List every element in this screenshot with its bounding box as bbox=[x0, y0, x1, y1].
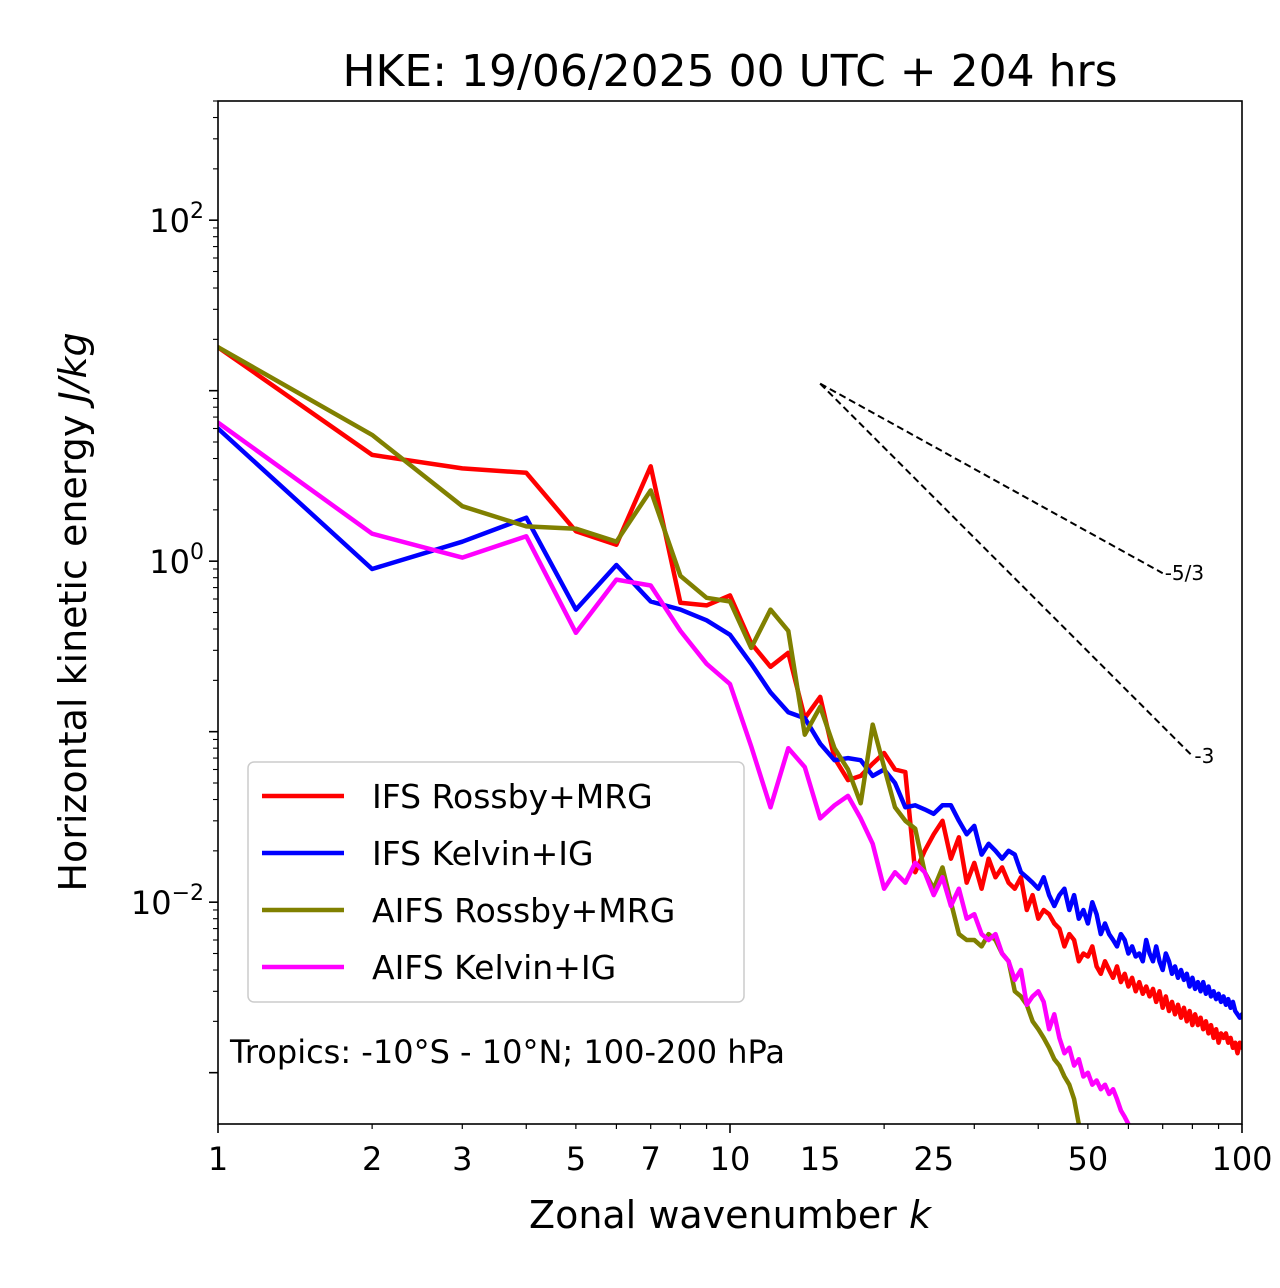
y-tick-label-base: 10 bbox=[131, 884, 172, 922]
chart-title: HKE: 19/06/2025 00 UTC + 204 hrs bbox=[342, 46, 1117, 97]
legend-label: IFS Kelvin+IG bbox=[372, 834, 594, 873]
series-line bbox=[218, 420, 1131, 1124]
y-tick-label: 10−2 bbox=[131, 881, 204, 922]
x-tick-label: 25 bbox=[913, 1140, 954, 1178]
y-tick-label-exponent: 2 bbox=[190, 199, 204, 224]
x-tick-label: 100 bbox=[1211, 1140, 1272, 1178]
region-annotation: Tropics: -10°S - 10°N; 100-200 hPa bbox=[229, 1033, 785, 1071]
x-tick-label: 5 bbox=[566, 1140, 586, 1178]
x-tick-label: 1 bbox=[208, 1140, 228, 1178]
series-lines bbox=[218, 344, 1242, 1124]
y-tick-label: 100 bbox=[149, 540, 204, 581]
x-axis-label-text: Zonal wavenumber bbox=[529, 1193, 909, 1237]
y-tick-label-base: 10 bbox=[149, 202, 190, 240]
x-axis-label: Zonal wavenumber k bbox=[529, 1193, 933, 1237]
y-tick-label: 102 bbox=[149, 199, 204, 240]
legend: IFS Rossby+MRG IFS Kelvin+IG AIFS Rossby+M… bbox=[247, 761, 745, 1003]
x-tick-label: 50 bbox=[1068, 1140, 1109, 1178]
legend-box bbox=[247, 761, 745, 1003]
legend-label: AIFS Rossby+MRG bbox=[372, 891, 675, 930]
legend-label: IFS Rossby+MRG bbox=[372, 777, 653, 816]
reference-slopes: -5/3 -3 bbox=[819, 382, 1214, 768]
x-tick-label: 15 bbox=[800, 1140, 841, 1178]
plot-frame bbox=[217, 100, 1243, 1125]
y-tick-label-exponent: 0 bbox=[190, 540, 204, 565]
series-line bbox=[218, 426, 1242, 1020]
x-axis-label-variable: k bbox=[909, 1193, 933, 1237]
y-axis-label-text: Horizontal kinetic energy bbox=[51, 403, 95, 892]
reference-slope-label: -3 bbox=[1194, 744, 1214, 768]
x-tick-label: 7 bbox=[641, 1140, 661, 1178]
x-tick-label: 2 bbox=[362, 1140, 382, 1178]
x-tick-label: 10 bbox=[710, 1140, 751, 1178]
series-line bbox=[218, 344, 1242, 1056]
y-tick-label-base: 10 bbox=[149, 543, 190, 581]
y-tick-label-exponent: −2 bbox=[172, 881, 204, 906]
y-axis-label-unit: J/kg bbox=[51, 332, 95, 409]
y-axis-label: Horizontal kinetic energy J/kg bbox=[51, 332, 95, 891]
legend-label: AIFS Kelvin+IG bbox=[372, 948, 616, 987]
x-tick-label: 3 bbox=[452, 1140, 472, 1178]
reference-slope-label: -5/3 bbox=[1165, 561, 1204, 585]
